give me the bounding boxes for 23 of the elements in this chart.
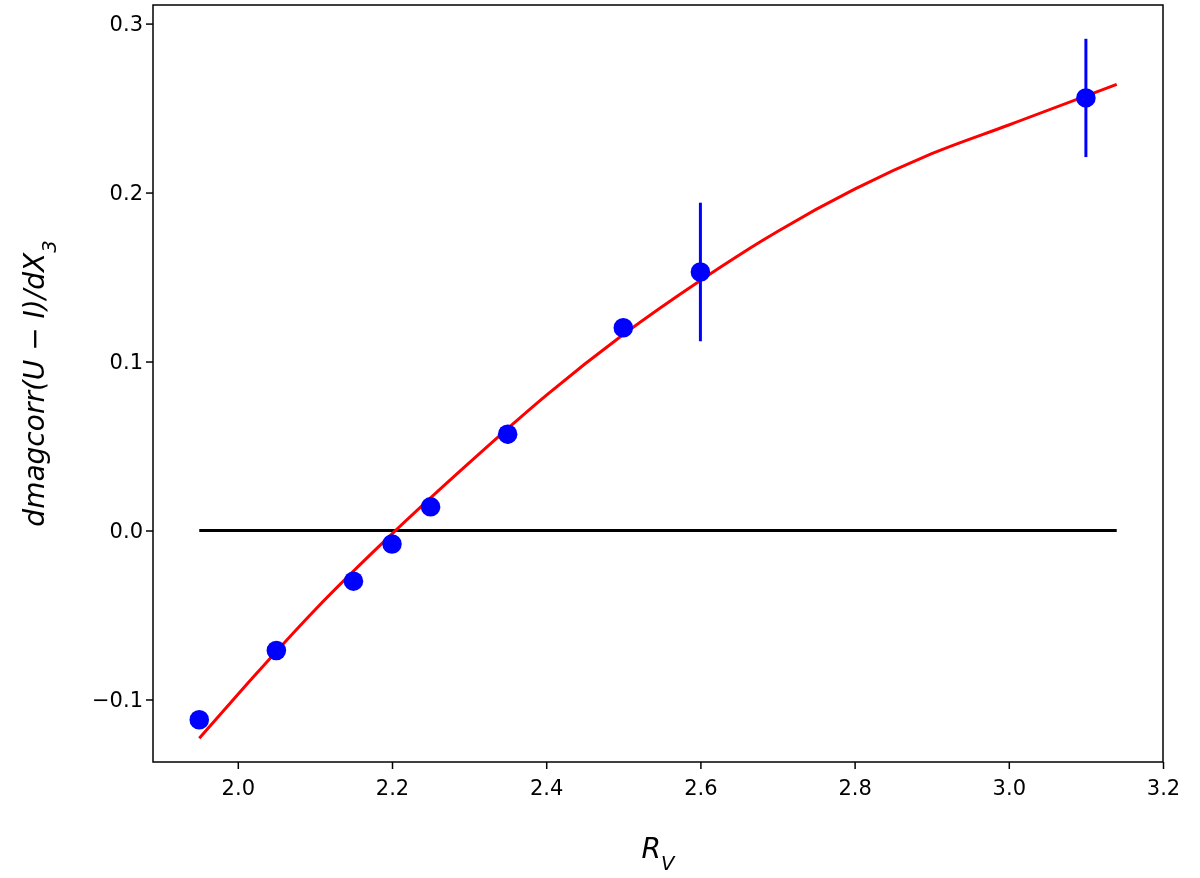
x-tick-label: 3.0 xyxy=(992,776,1026,801)
point xyxy=(420,497,441,517)
y-tick-label: 0.2 xyxy=(109,180,143,205)
x-axis-title: R$_{V}$ xyxy=(641,832,677,875)
point xyxy=(343,571,364,591)
y-tick-label: 0.1 xyxy=(109,349,143,374)
x-tick-label: 2.6 xyxy=(684,776,718,801)
y-tick-label: −0.1 xyxy=(92,687,143,712)
y-tick-label: 0.0 xyxy=(109,518,143,543)
point xyxy=(382,534,402,554)
point xyxy=(690,262,711,282)
x-tick-label: 2.2 xyxy=(375,776,410,801)
point xyxy=(189,710,210,730)
x-tick-label: 2.0 xyxy=(221,776,256,801)
x-tick-label: 2.4 xyxy=(530,776,564,801)
y-tick-label: 0.3 xyxy=(109,11,143,36)
point xyxy=(613,317,634,338)
x-tick-label: 2.8 xyxy=(838,776,872,801)
line-series xyxy=(197,82,1119,740)
point xyxy=(497,424,518,444)
point xyxy=(266,640,287,661)
point xyxy=(1076,88,1096,108)
x-tick-label: 3.2 xyxy=(1146,776,1181,801)
